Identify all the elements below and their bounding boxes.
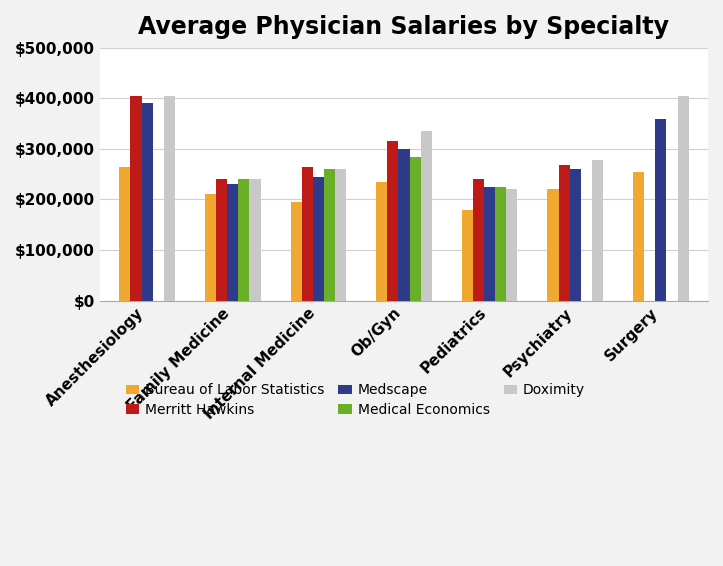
Bar	[227, 185, 239, 301]
Title: Average Physician Salaries by Specialty: Average Physician Salaries by Specialty	[139, 15, 669, 39]
Bar	[633, 171, 644, 301]
Bar	[592, 160, 603, 301]
Bar	[677, 96, 689, 301]
Bar	[559, 165, 570, 301]
Bar	[119, 166, 130, 301]
Bar	[398, 149, 409, 301]
Bar	[324, 169, 335, 301]
Bar	[473, 179, 484, 301]
Bar	[495, 187, 506, 301]
Bar	[216, 179, 227, 301]
Bar	[409, 157, 421, 301]
Bar	[335, 169, 346, 301]
Bar	[506, 190, 518, 301]
Bar	[130, 96, 142, 301]
Bar	[462, 209, 473, 301]
Bar	[313, 177, 324, 301]
Bar	[301, 166, 313, 301]
Bar	[291, 202, 301, 301]
Bar	[421, 131, 432, 301]
Bar	[388, 142, 398, 301]
Bar	[547, 190, 559, 301]
Bar	[239, 179, 249, 301]
Bar	[570, 169, 581, 301]
Bar	[376, 182, 388, 301]
Bar	[484, 187, 495, 301]
Bar	[249, 179, 260, 301]
Bar	[142, 104, 153, 301]
Bar	[164, 96, 175, 301]
Bar	[655, 119, 667, 301]
Legend: Bureau of Labor Statistics, Merritt Hawkins, Medscape, Medical Economics, Doximi: Bureau of Labor Statistics, Merritt Hawk…	[126, 383, 585, 417]
Bar	[205, 194, 216, 301]
